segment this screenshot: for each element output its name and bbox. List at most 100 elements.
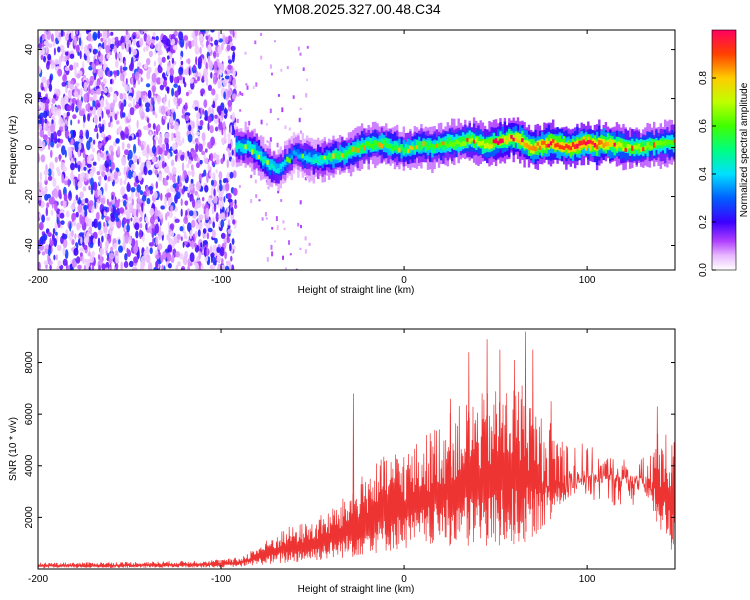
noise-cell <box>182 76 185 84</box>
noise-cell <box>173 96 178 104</box>
noise-cell <box>196 157 200 163</box>
noise-cell <box>155 181 158 189</box>
noise-cell <box>130 187 136 193</box>
noise-cell <box>212 244 218 255</box>
noise-cell <box>110 121 113 128</box>
noise-cell <box>216 255 222 263</box>
noise-cell <box>140 143 144 151</box>
noise-cell <box>139 139 141 147</box>
noise-cell <box>122 217 127 225</box>
noise-cell <box>169 172 173 181</box>
noise-cell <box>91 147 96 153</box>
noise-cell <box>120 65 123 75</box>
ridge-cell <box>435 143 438 148</box>
noise-cell <box>75 30 79 35</box>
ridge-cell <box>301 153 304 159</box>
noise-cell <box>149 149 153 156</box>
ridge-cell <box>545 144 548 148</box>
noise-cell <box>207 44 212 53</box>
noise-cell <box>139 165 144 172</box>
noise-cell <box>170 257 175 263</box>
noise-cell <box>91 264 95 270</box>
noise-cell <box>153 95 157 102</box>
noise-cell <box>282 220 285 224</box>
noise-cell <box>134 104 140 109</box>
noise-cell <box>231 264 235 270</box>
noise-cell <box>167 55 170 60</box>
noise-cell <box>123 99 127 107</box>
ridge-cell <box>378 142 381 148</box>
noise-cell <box>166 65 170 76</box>
noise-cell <box>132 73 135 79</box>
ridge-cell <box>486 142 489 148</box>
noise-cell <box>92 93 98 101</box>
ridge-cell <box>670 140 673 145</box>
noise-cell <box>226 159 230 169</box>
noise-cell <box>145 83 151 88</box>
noise-cell <box>58 154 61 162</box>
ridge-cell <box>477 141 480 147</box>
ridge-cell <box>295 151 298 156</box>
noise-cell <box>227 55 231 61</box>
noise-cell <box>128 169 133 180</box>
noise-cell <box>71 98 77 103</box>
noise-cell <box>127 113 132 120</box>
noise-cell <box>128 95 133 101</box>
x-tick-label: -200 <box>28 574 48 585</box>
noise-cell <box>86 140 91 151</box>
noise-cell <box>127 103 132 108</box>
ridge-cell <box>281 162 285 172</box>
noise-cell <box>297 222 300 227</box>
noise-cell <box>227 228 233 234</box>
ridge-cell <box>308 157 311 163</box>
noise-cell <box>97 189 103 198</box>
ridge-cell <box>325 155 329 160</box>
noise-cell <box>60 96 65 107</box>
noise-cell <box>171 87 175 97</box>
noise-cell <box>211 206 215 215</box>
y-tick-label: 40 <box>24 44 35 56</box>
noise-cell <box>131 163 136 170</box>
noise-cell <box>96 102 101 108</box>
noise-cell <box>179 187 183 194</box>
noise-cell <box>280 68 283 72</box>
noise-cell <box>237 93 240 97</box>
noise-cell <box>201 132 206 142</box>
noise-cell <box>230 255 233 262</box>
noise-cell <box>148 262 153 270</box>
ridge-cell <box>259 156 263 161</box>
noise-cell <box>195 112 201 120</box>
noise-cell <box>220 212 226 221</box>
noise-cell <box>61 81 67 87</box>
noise-cell <box>210 179 215 186</box>
noise-cell <box>222 78 228 87</box>
ridge-cell <box>666 139 669 145</box>
noise-cell <box>158 155 161 161</box>
noise-cell <box>164 115 167 121</box>
noise-cell <box>228 151 232 157</box>
noise-cell <box>189 182 194 191</box>
noise-cell <box>46 30 51 40</box>
noise-cell <box>62 74 67 82</box>
noise-cell <box>304 249 307 254</box>
noise-cell <box>231 149 234 156</box>
noise-cell <box>192 30 195 36</box>
noise-cell <box>172 173 176 183</box>
noise-cell <box>110 161 115 171</box>
noise-cell <box>74 176 77 187</box>
noise-cell <box>196 199 202 208</box>
ridge-cell <box>431 143 434 148</box>
ridge-cell <box>442 141 445 151</box>
noise-cell <box>158 147 163 155</box>
noise-cell <box>213 202 217 213</box>
ridge-cell <box>622 141 625 151</box>
noise-cell <box>219 179 222 185</box>
noise-cell <box>54 58 59 65</box>
ridge-cell <box>545 138 548 146</box>
noise-cell <box>223 238 227 243</box>
bottom-x-axis: -200 -100 0 100 <box>28 329 596 585</box>
noise-cell <box>87 259 90 268</box>
noise-cell <box>114 212 119 219</box>
noise-cell <box>71 103 75 112</box>
noise-cell <box>193 72 197 77</box>
